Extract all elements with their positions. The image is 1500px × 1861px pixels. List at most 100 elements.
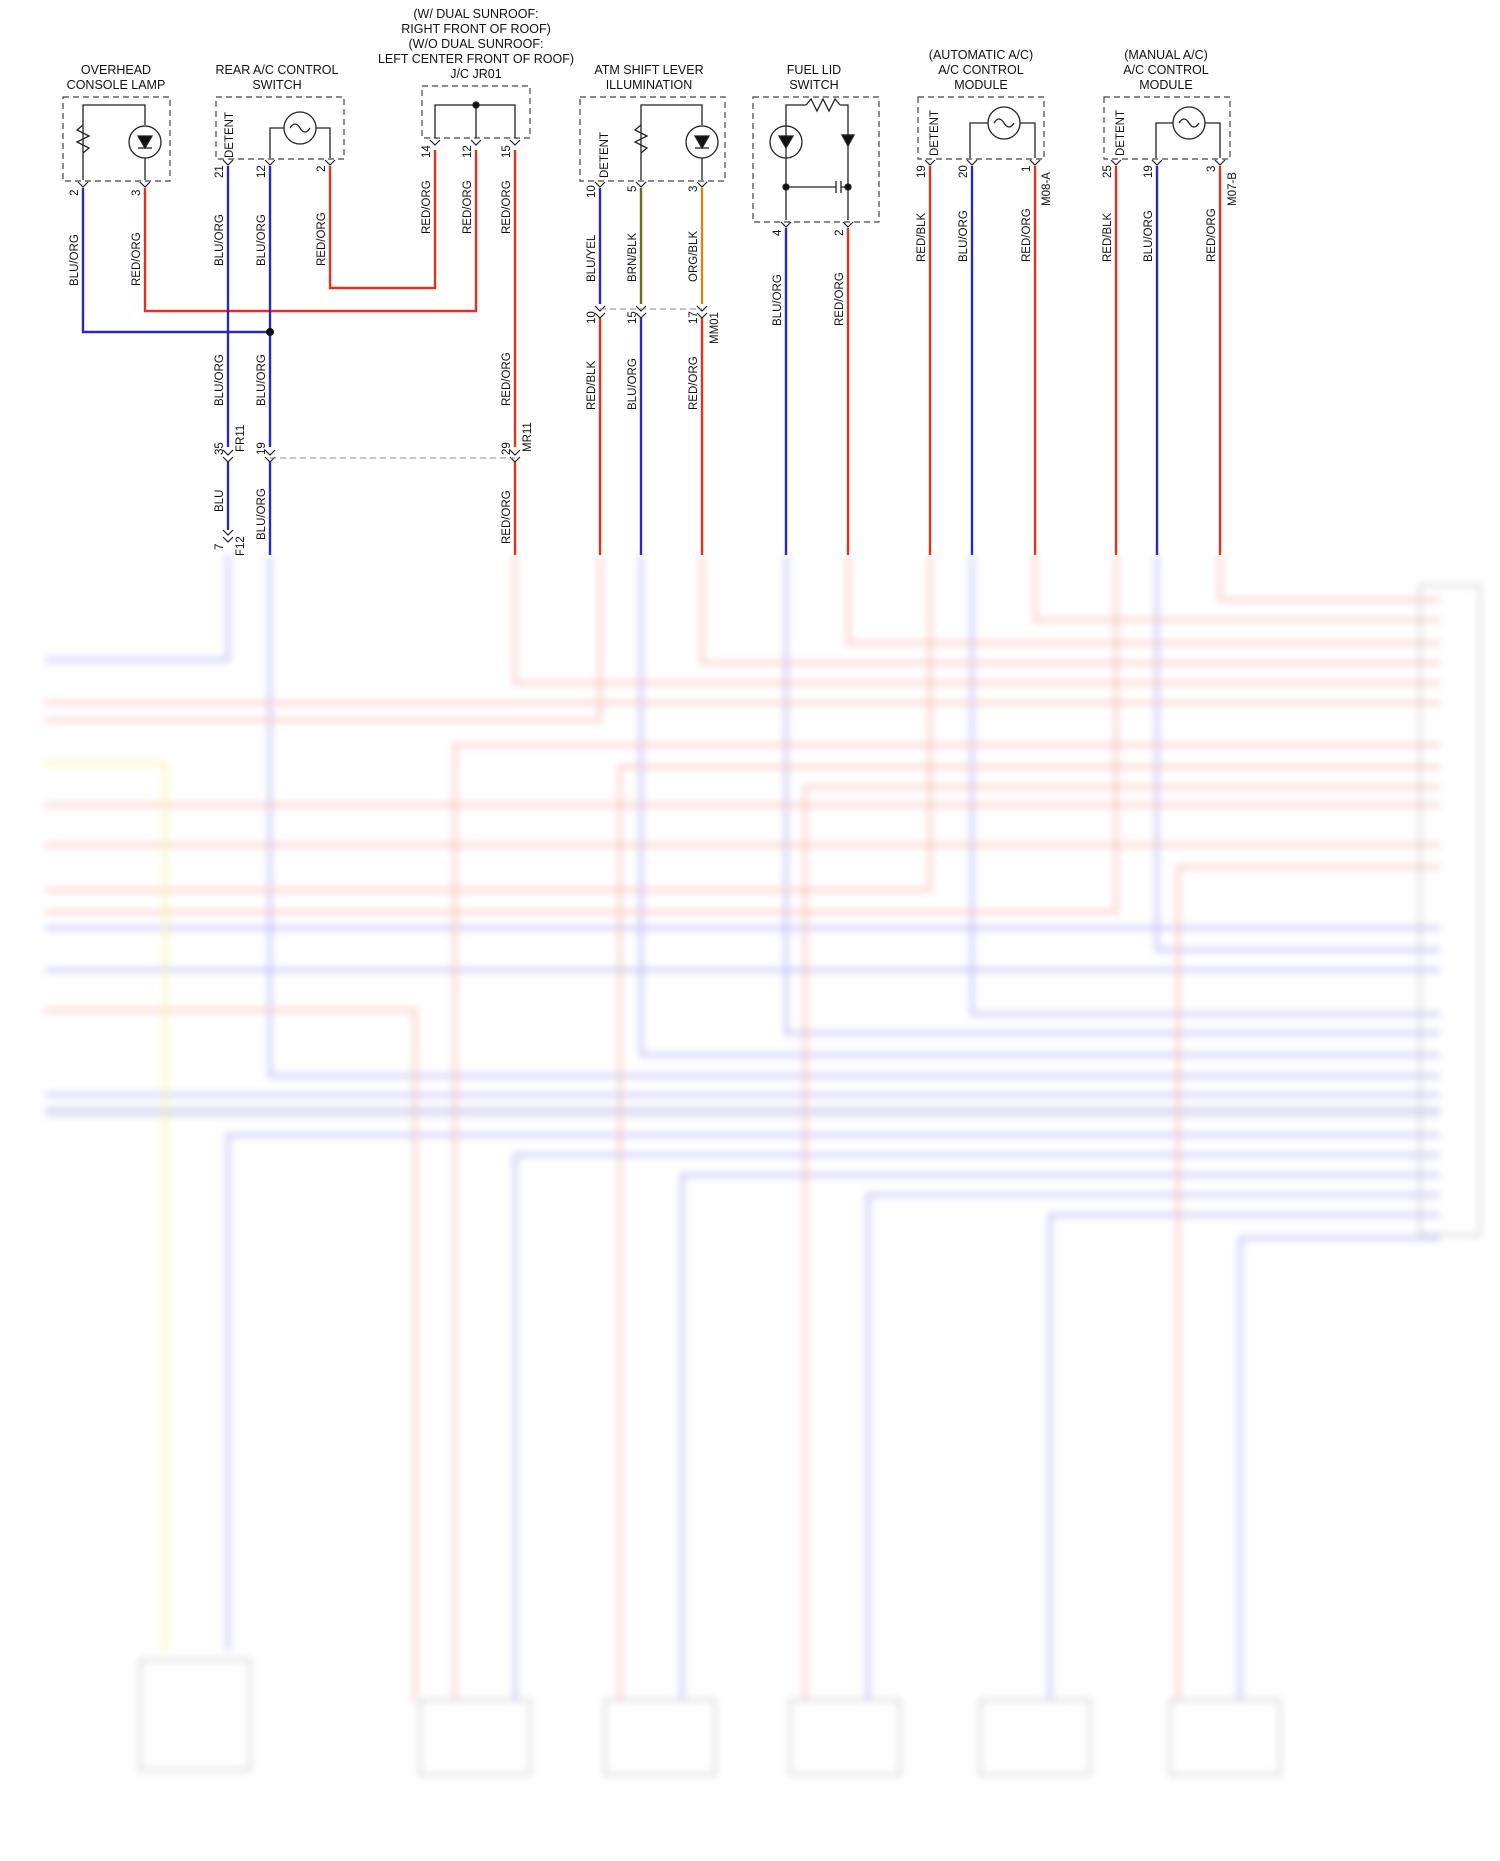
- connector-block: [1419, 584, 1481, 1236]
- rear-ac-control-switch-title: REAR A/C CONTROL SWITCH: [216, 63, 339, 92]
- pin-number: 19: [1143, 165, 1155, 178]
- wire-blu-org: [639, 555, 1440, 1057]
- detent-label: DETENT: [224, 112, 236, 158]
- wire-blu: [45, 555, 230, 662]
- connector-names: M08-A M07-B MM01 FR11 MR11 F12: [235, 172, 1239, 556]
- wire-label: BLU/ORG: [256, 488, 268, 540]
- wire-label: BLU/ORG: [214, 354, 226, 406]
- pin-number: 7: [214, 544, 226, 550]
- auto-ac-box: [917, 96, 1045, 160]
- connector-label: F12: [235, 536, 247, 556]
- rear-ac-switch-box: [215, 96, 345, 160]
- fuel-lid-box: [752, 96, 880, 223]
- wire-blu-org: [784, 555, 1440, 1035]
- auto-ac-control-module-title: (AUTOMATIC A/C) A/C CONTROL MODULE: [929, 48, 1033, 92]
- connector-dash-lines: [270, 308, 702, 459]
- detent-label: DETENT: [1115, 110, 1127, 156]
- title-line: A/C CONTROL: [938, 63, 1023, 77]
- wire-red-org: [803, 785, 1440, 1700]
- wire-label: BRN/BLK: [627, 232, 639, 282]
- wire-red-blk: [45, 555, 602, 722]
- pin-number: 3: [131, 190, 143, 196]
- pin-number: 10: [586, 185, 598, 198]
- pin-markers: [77, 139, 1226, 543]
- wire-red-org: [513, 555, 1440, 685]
- title-line: MODULE: [1139, 78, 1192, 92]
- pin-number: 4: [772, 229, 784, 236]
- wire-label: RED/ORG: [462, 180, 474, 234]
- wire-blu-org: [81, 188, 270, 334]
- pin-number: 12: [256, 165, 268, 178]
- title-line: CONSOLE LAMP: [67, 78, 166, 92]
- pin-number: 2: [69, 190, 81, 196]
- wire-blu: [1238, 1236, 1440, 1700]
- pin-number: 17: [688, 311, 700, 324]
- wire-blu-org: [268, 555, 1440, 1078]
- title-line: SWITCH: [252, 78, 301, 92]
- jc-internals: [434, 101, 516, 138]
- atm-lever-internals: [633, 104, 719, 180]
- connector-label: MR11: [522, 422, 534, 452]
- pin-number: 3: [688, 186, 700, 192]
- led-icon: [769, 125, 803, 159]
- pin-number: 21: [214, 165, 226, 178]
- top-wires: [81, 150, 1222, 555]
- title-line: FUEL LID: [787, 63, 841, 77]
- wire-red-org: [143, 150, 478, 313]
- detent-label: DETENT: [929, 110, 941, 156]
- pin-number: 29: [501, 442, 513, 455]
- pin-numbers: 2 3 21 12 2 14 12 15 10 5 3 4 2 19 20 1 …: [69, 145, 1218, 550]
- junction-connector-title: (W/ DUAL SUNROOF: RIGHT FRONT OF ROOF) (…: [378, 7, 574, 81]
- title-line: (W/ DUAL SUNROOF:: [413, 7, 538, 21]
- component-box: [789, 1699, 901, 1776]
- wire-blu-org: [1155, 555, 1440, 952]
- manual-ac-box: [1103, 96, 1231, 160]
- connector-label: MM01: [709, 312, 721, 344]
- pin-number: 3: [1206, 166, 1218, 172]
- component-box: [979, 1699, 1091, 1776]
- title-line: ATM SHIFT LEVER: [594, 63, 703, 77]
- fuel-lid-switch-title: FUEL LID SWITCH: [787, 63, 841, 92]
- wire-label: BLU/ORG: [256, 354, 268, 406]
- wire-label: RED/ORG: [501, 490, 513, 544]
- wire-red-org: [1033, 555, 1440, 622]
- wire-red-blk: [45, 555, 932, 892]
- wire-label: RED/ORG: [834, 272, 846, 326]
- title-line: RIGHT FRONT OF ROOF): [401, 22, 551, 36]
- pin-number: 2: [316, 166, 328, 172]
- title-line: LEFT CENTER FRONT OF ROOF): [378, 52, 574, 66]
- pin-number: 2: [834, 230, 846, 236]
- wire-label: RED/ORG: [501, 352, 513, 406]
- detent-label: DETENT: [599, 132, 611, 178]
- component-box: [604, 1699, 716, 1776]
- wire-yel: [45, 761, 167, 1650]
- component-box: [1169, 1699, 1281, 1776]
- overhead-lamp-internals: [75, 104, 162, 180]
- pin-number: 15: [627, 311, 639, 324]
- wire-red-org: [618, 765, 1440, 1700]
- pin-number: 10: [586, 311, 598, 324]
- wire-label: RED/ORG: [316, 212, 328, 266]
- atm-lever-box: [579, 96, 726, 182]
- pin-number: 19: [916, 165, 928, 178]
- wire-label: RED/ORG: [1021, 208, 1033, 262]
- fuel-lid-internals: [769, 97, 856, 220]
- wire-color-labels: BLU/ORG RED/ORG BLU/ORG BLU/ORG RED/ORG …: [69, 180, 1218, 544]
- obscured-lower-diagram: [45, 555, 1481, 1776]
- connector-label: FR11: [235, 425, 247, 452]
- wire-red-blk: [45, 555, 1118, 914]
- wire-label: RED/ORG: [1206, 208, 1218, 262]
- overhead-console-lamp-title: OVERHEAD CONSOLE LAMP: [67, 63, 166, 92]
- splice-point: [266, 328, 274, 336]
- wire-label: ORG/BLK: [688, 231, 700, 282]
- title-line: SWITCH: [789, 78, 838, 92]
- detent-labels: DETENT DETENT DETENT DETENT: [224, 110, 1127, 178]
- wire-label: BLU/YEL: [586, 234, 598, 282]
- wire-label: RED/ORG: [421, 180, 433, 234]
- component-box: [139, 1659, 251, 1771]
- pin-number: 5: [627, 186, 639, 192]
- wire-label: BLU: [214, 490, 226, 512]
- pin-number: 15: [501, 145, 513, 158]
- wire-label: RED/ORG: [131, 232, 143, 286]
